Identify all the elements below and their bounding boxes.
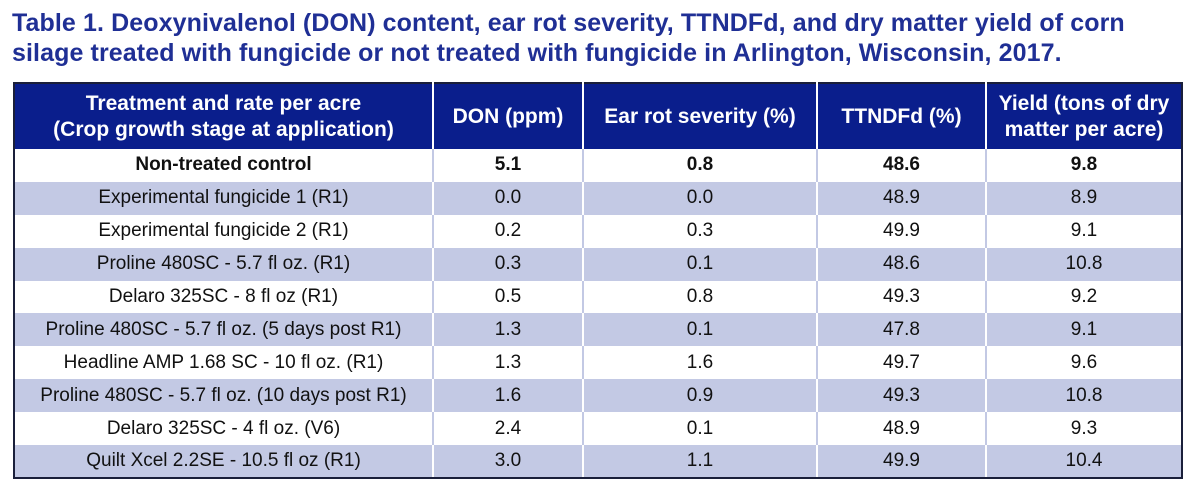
cell-yield: 10.8 [986, 247, 1183, 281]
cell-don: 0.3 [433, 247, 584, 281]
table-row: Headline AMP 1.68 SC - 10 fl oz. (R1) 1.3… [13, 346, 1183, 380]
cell-don: 0.5 [433, 280, 584, 314]
table-row: Proline 480SC - 5.7 fl oz. (10 days post… [13, 379, 1183, 413]
header-don: DON (ppm) [433, 82, 584, 149]
cell-ttndfd: 49.3 [817, 379, 987, 413]
cell-ttndfd: 49.7 [817, 346, 987, 380]
header-yield: Yield (tons of dry matter per acre) [986, 82, 1183, 149]
header-ear-rot: Ear rot severity (%) [583, 82, 818, 149]
cell-yield: 9.1 [986, 313, 1183, 347]
table-row: Delaro 325SC - 8 fl oz (R1) 0.5 0.8 49.3 9.2 [13, 280, 1183, 314]
cell-treatment: Experimental fungicide 2 (R1) [13, 214, 434, 248]
cell-ear-rot: 1.1 [583, 445, 818, 479]
cell-don: 2.4 [433, 412, 584, 446]
caption-line-2: silage treated with fungicide or not tre… [12, 39, 1062, 67]
results-table: Treatment and rate per acre (Crop growth… [13, 82, 1183, 479]
cell-ear-rot: 1.6 [583, 346, 818, 380]
header-treatment: Treatment and rate per acre (Crop growth… [13, 82, 434, 149]
cell-treatment: Proline 480SC - 5.7 fl oz. (5 days post … [13, 313, 434, 347]
cell-ear-rot: 0.0 [583, 181, 818, 215]
cell-don: 5.1 [433, 149, 584, 182]
cell-ttndfd: 48.6 [817, 247, 987, 281]
header-treatment-line2: (Crop growth stage at application) [53, 117, 394, 141]
header-row: Treatment and rate per acre (Crop growth… [13, 82, 1183, 149]
table-row: Proline 480SC - 5.7 fl oz. (5 days post … [13, 313, 1183, 347]
table-body: Non-treated control 5.1 0.8 48.6 9.8 Experime… [13, 149, 1183, 479]
cell-ttndfd: 48.6 [817, 149, 987, 182]
cell-yield: 10.8 [986, 379, 1183, 413]
cell-ttndfd: 48.9 [817, 181, 987, 215]
cell-treatment: Quilt Xcel 2.2SE - 10.5 fl oz (R1) [13, 445, 434, 479]
cell-yield: 9.2 [986, 280, 1183, 314]
cell-treatment: Experimental fungicide 1 (R1) [13, 181, 434, 215]
cell-treatment: Delaro 325SC - 4 fl oz. (V6) [13, 412, 434, 446]
table-caption: Table 1. Deoxynivalenol (DON) content, e… [12, 8, 1192, 68]
table-row: Proline 480SC - 5.7 fl oz. (R1) 0.3 0.1 48.… [13, 247, 1183, 281]
cell-yield: 9.3 [986, 412, 1183, 446]
cell-ttndfd: 49.9 [817, 445, 987, 479]
cell-treatment: Non-treated control [13, 149, 434, 182]
cell-yield: 9.8 [986, 149, 1183, 182]
header-yield-line2: matter per acre) [1004, 117, 1164, 141]
header-ttndfd: TTNDFd (%) [817, 82, 987, 149]
cell-treatment: Headline AMP 1.68 SC - 10 fl oz. (R1) [13, 346, 434, 380]
cell-ear-rot: 0.1 [583, 247, 818, 281]
cell-don: 0.0 [433, 181, 584, 215]
cell-ear-rot: 0.9 [583, 379, 818, 413]
cell-treatment: Delaro 325SC - 8 fl oz (R1) [13, 280, 434, 314]
header-yield-line1: Yield (tons of dry [998, 91, 1170, 115]
cell-yield: 8.9 [986, 181, 1183, 215]
table-row: Experimental fungicide 2 (R1) 0.2 0.3 49.9 9… [13, 214, 1183, 248]
cell-yield: 9.1 [986, 214, 1183, 248]
table-header: Treatment and rate per acre (Crop growth… [13, 82, 1183, 149]
header-treatment-line1: Treatment and rate per acre [85, 91, 362, 115]
cell-ttndfd: 47.8 [817, 313, 987, 347]
cell-don: 0.2 [433, 214, 584, 248]
cell-don: 1.6 [433, 379, 584, 413]
cell-yield: 9.6 [986, 346, 1183, 380]
cell-ear-rot: 0.8 [583, 280, 818, 314]
caption-line-1: Table 1. Deoxynivalenol (DON) content, e… [12, 9, 1125, 37]
cell-ttndfd: 49.3 [817, 280, 987, 314]
cell-ear-rot: 0.1 [583, 313, 818, 347]
cell-don: 1.3 [433, 313, 584, 347]
cell-ttndfd: 49.9 [817, 214, 987, 248]
cell-don: 3.0 [433, 445, 584, 479]
cell-ttndfd: 48.9 [817, 412, 987, 446]
cell-treatment: Proline 480SC - 5.7 fl oz. (R1) [13, 247, 434, 281]
cell-don: 1.3 [433, 346, 584, 380]
table-row: Quilt Xcel 2.2SE - 10.5 fl oz (R1) 3.0 1.1… [13, 445, 1183, 479]
table-row: Experimental fungicide 1 (R1) 0.0 0.0 48.9 8… [13, 181, 1183, 215]
table-row: Non-treated control 5.1 0.8 48.6 9.8 [13, 149, 1183, 182]
table-container: Treatment and rate per acre (Crop growth… [13, 82, 1183, 479]
table-row: Delaro 325SC - 4 fl oz. (V6) 2.4 0.1 48.9 9.… [13, 412, 1183, 446]
cell-yield: 10.4 [986, 445, 1183, 479]
cell-ear-rot: 0.8 [583, 149, 818, 182]
cell-ear-rot: 0.1 [583, 412, 818, 446]
cell-treatment: Proline 480SC - 5.7 fl oz. (10 days post… [13, 379, 434, 413]
cell-ear-rot: 0.3 [583, 214, 818, 248]
